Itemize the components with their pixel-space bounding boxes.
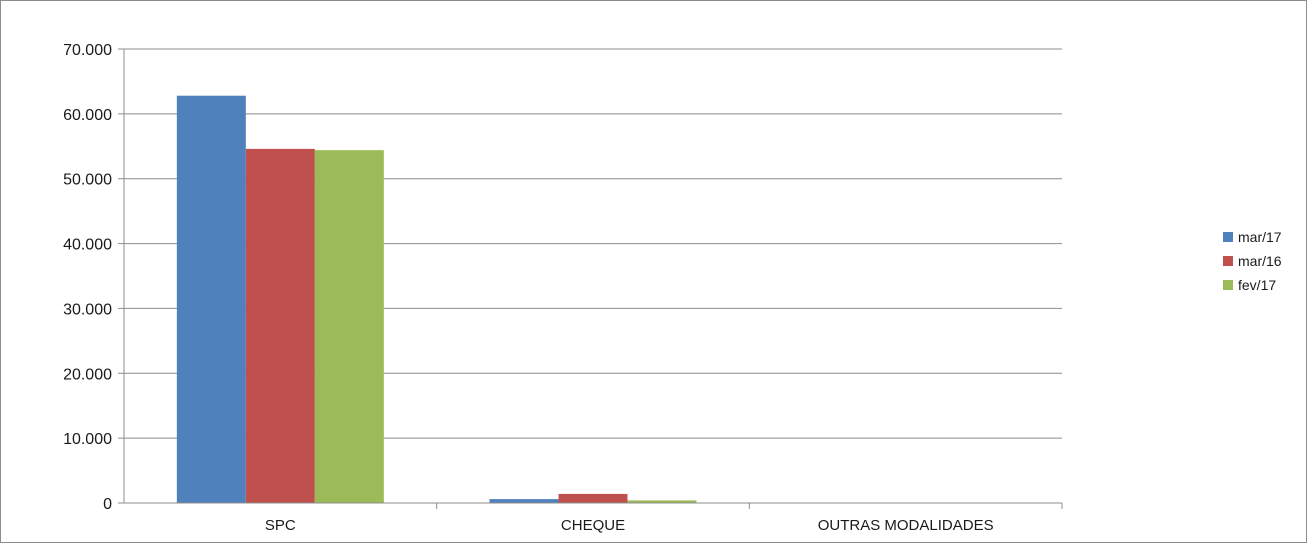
legend-swatch-mar-16 (1223, 256, 1233, 266)
y-tick-label: 70.000 (63, 42, 112, 59)
y-tick-label: 30.000 (63, 301, 112, 318)
bar-mar-17-cheque (489, 499, 559, 503)
legend-label-mar-17: mar/17 (1238, 229, 1282, 245)
legend: mar/17 mar/16 fev/17 (1223, 229, 1282, 293)
bar-mar-16-spc (245, 148, 315, 503)
bar-fev-17-spc (314, 150, 384, 504)
legend-label-fev-17: fev/17 (1238, 277, 1276, 293)
bar-fev-17-cheque (627, 500, 697, 503)
x-category-label: CHEQUE (561, 517, 625, 534)
axes (118, 48, 1063, 509)
legend-label-mar-16: mar/16 (1238, 253, 1282, 269)
bars (176, 95, 697, 504)
bar-mar-17-spc (176, 95, 246, 503)
x-category-label: SPC (265, 517, 296, 534)
legend-swatch-mar-17 (1223, 232, 1233, 242)
y-tick-label: 60.000 (63, 107, 112, 124)
bar-mar-16-cheque (558, 493, 628, 503)
x-category-labels: SPC CHEQUE OUTRAS MODALIDADES (265, 517, 994, 534)
legend-swatch-fev-17 (1223, 280, 1233, 290)
y-tick-label: 10.000 (63, 431, 112, 448)
y-tick-label: 20.000 (63, 366, 112, 383)
y-tick-label: 50.000 (63, 172, 112, 189)
y-tick-label: 0 (103, 496, 112, 513)
y-tick-label: 40.000 (63, 237, 112, 254)
y-tick-labels: 0 10.000 20.000 30.000 40.000 50.000 60.000 70.… (63, 42, 112, 513)
x-category-label: OUTRAS MODALIDADES (818, 517, 994, 534)
